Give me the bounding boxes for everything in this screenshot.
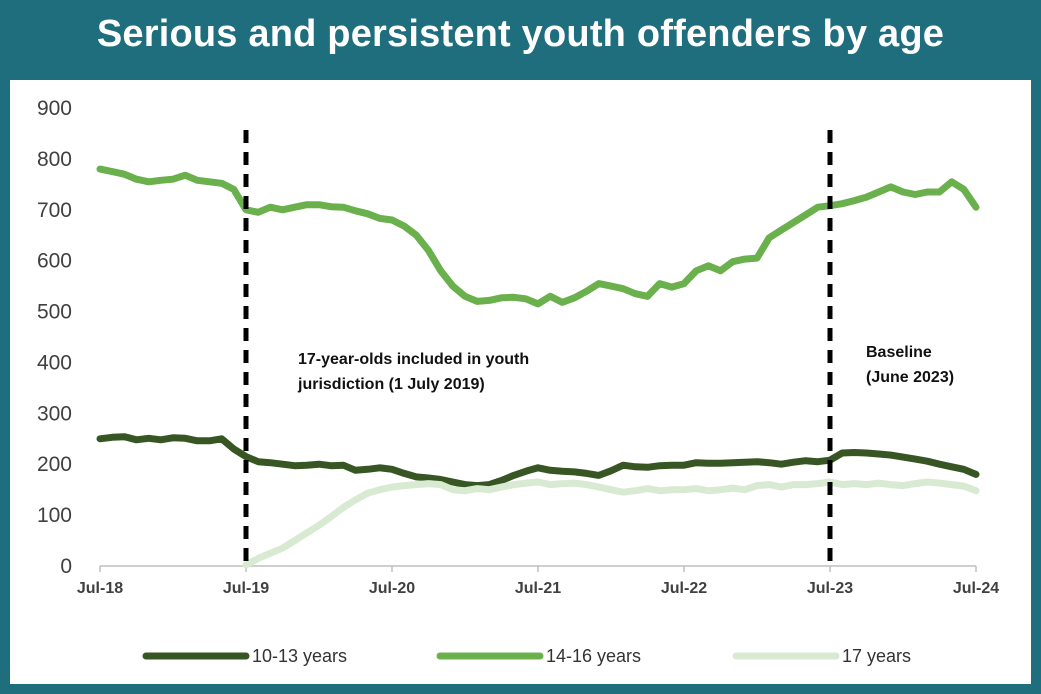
series-line-1 bbox=[96, 433, 980, 490]
y-tick-label: 100 bbox=[37, 504, 72, 527]
series-line-2 bbox=[96, 165, 980, 308]
plot-panel: 0 100 200 300 400 500 600 700 800 900 Jul-18 Jul-19… bbox=[10, 80, 1031, 684]
legend-label: 10-13 years bbox=[252, 646, 347, 666]
y-tick-label: 900 bbox=[37, 97, 72, 120]
x-tick-label: Jul-23 bbox=[807, 580, 853, 597]
y-tick-label: 600 bbox=[37, 250, 72, 273]
x-tick-label: Jul-21 bbox=[515, 580, 561, 597]
y-tick-label: 400 bbox=[37, 351, 72, 374]
annotation-text: Baseline bbox=[866, 344, 932, 361]
legend-label: 14-16 years bbox=[546, 646, 641, 666]
line-chart: 0 100 200 300 400 500 600 700 800 900 Jul-18 Jul-19… bbox=[37, 97, 999, 666]
x-tick-label: Jul-24 bbox=[953, 580, 999, 597]
annotation-text: 17-year-olds included in youth bbox=[298, 351, 529, 368]
x-tick-label: Jul-19 bbox=[223, 580, 269, 597]
y-tick-label: 700 bbox=[37, 199, 72, 222]
y-tick-label: 800 bbox=[37, 148, 72, 171]
annotation-text: jurisdiction (1 July 2019) bbox=[297, 376, 485, 393]
y-tick-label: 0 bbox=[60, 555, 72, 578]
y-tick-label: 500 bbox=[37, 301, 72, 324]
chart-title: Serious and persistent youth offenders b… bbox=[96, 13, 945, 55]
x-tick-label: Jul-20 bbox=[369, 580, 415, 597]
legend-label: 17 years bbox=[842, 646, 911, 666]
x-tick-label: Jul-18 bbox=[77, 580, 123, 597]
y-tick-label: 300 bbox=[37, 402, 72, 425]
annotation-text: (June 2023) bbox=[866, 369, 954, 386]
x-tick-label: Jul-22 bbox=[661, 580, 707, 597]
y-tick-label: 200 bbox=[37, 453, 72, 476]
series-line-3 bbox=[242, 478, 980, 569]
